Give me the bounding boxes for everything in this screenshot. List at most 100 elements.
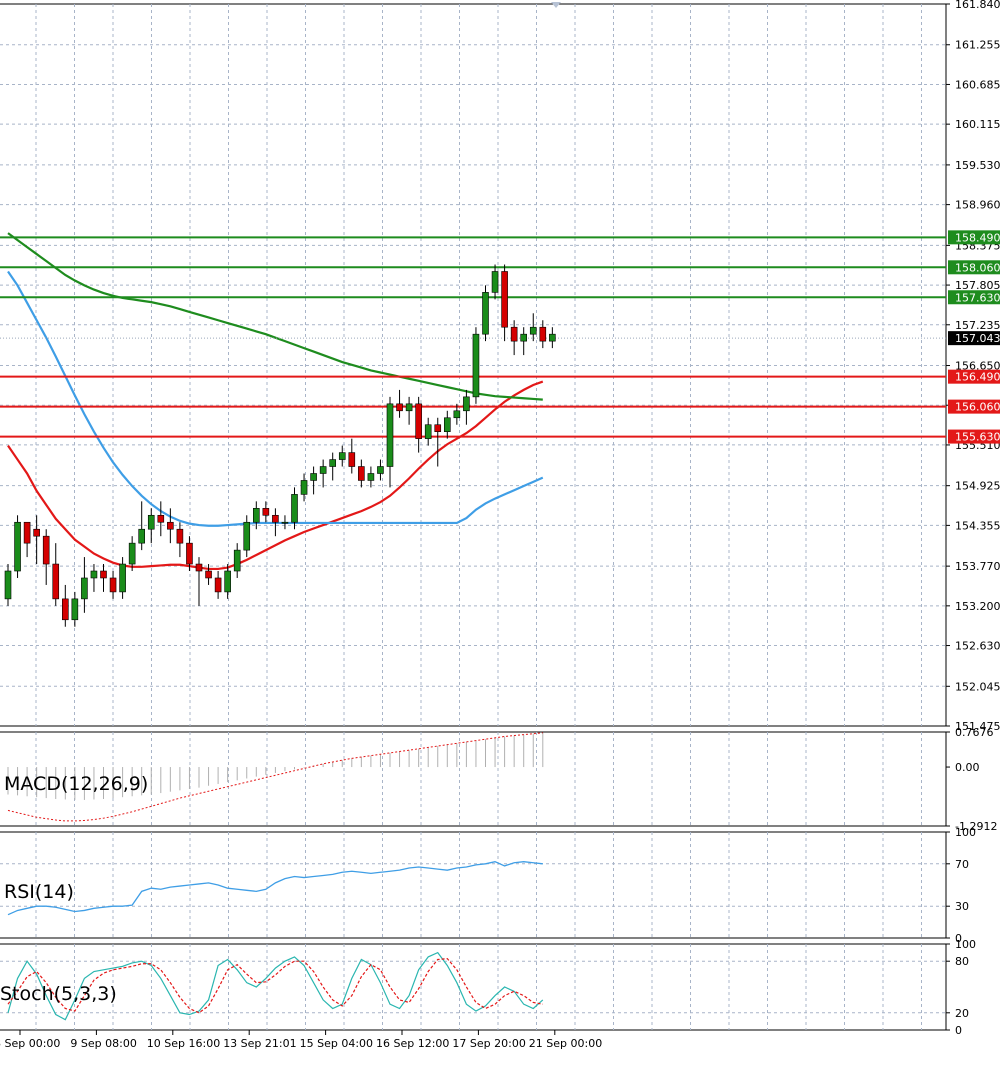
candle xyxy=(377,459,384,481)
x-tick-label: 10 Sep 16:00 xyxy=(147,1037,220,1050)
level-tag xyxy=(948,230,1000,245)
candle xyxy=(109,571,117,599)
price-tick-label: 154.925 xyxy=(955,480,1000,493)
current-price-label: 157.043 xyxy=(955,332,1000,345)
candle-body xyxy=(272,514,279,523)
candle xyxy=(4,564,12,606)
candle-body xyxy=(463,396,470,412)
candle xyxy=(100,564,107,592)
x-tick-label: 21 Sep 00:00 xyxy=(529,1037,602,1050)
candle-body xyxy=(424,424,432,439)
stoch-panel-frame xyxy=(0,943,947,1031)
candle xyxy=(147,508,155,544)
candle-body xyxy=(100,570,107,579)
candle-body xyxy=(253,508,260,523)
candle xyxy=(529,313,537,342)
price-tick-label: 156.650 xyxy=(955,360,1000,373)
candle-body xyxy=(300,480,308,495)
candle-body xyxy=(205,570,212,579)
candle-body xyxy=(147,514,155,530)
candle xyxy=(33,515,40,565)
candle xyxy=(291,487,298,530)
price-tick-label: 159.530 xyxy=(955,159,1000,172)
candle xyxy=(367,466,375,488)
macd-title: MACD(12,26,9) xyxy=(4,773,148,795)
level-tag-label: 157.630 xyxy=(955,291,1000,304)
price-tick-label: 161.840 xyxy=(955,0,1000,11)
macd-tick-label: 0.00 xyxy=(955,761,980,774)
candle xyxy=(52,543,60,606)
price-tick-label: 154.355 xyxy=(955,519,1000,532)
candle-body xyxy=(386,403,394,467)
stoch-tick-label: 100 xyxy=(955,938,976,951)
candle xyxy=(310,466,317,495)
candle xyxy=(443,410,451,439)
price-tick-label: 152.045 xyxy=(955,680,1000,693)
candle xyxy=(424,417,432,446)
level-tag-label: 158.060 xyxy=(955,261,1000,274)
candle-body xyxy=(491,271,499,293)
candle xyxy=(405,396,413,425)
candle xyxy=(167,508,174,544)
candle xyxy=(539,320,547,349)
candle-body xyxy=(291,494,298,523)
price-tick-label: 160.115 xyxy=(955,118,1000,131)
candle-body xyxy=(453,410,461,419)
candle xyxy=(243,515,251,558)
rsi-panel-frame xyxy=(0,831,947,939)
candle xyxy=(281,515,289,530)
candle-body xyxy=(539,326,547,342)
stoch-main-line xyxy=(7,951,544,1021)
macd-signal-line xyxy=(7,732,543,822)
level-tag xyxy=(948,399,1000,414)
candle-body xyxy=(434,424,442,432)
price-tick-label: 157.805 xyxy=(955,279,1000,292)
candle xyxy=(90,564,98,592)
candle xyxy=(42,529,50,585)
candle xyxy=(14,515,21,578)
candle-body xyxy=(319,466,327,474)
price-tick-label: 151.475 xyxy=(955,720,1000,733)
candle xyxy=(520,327,528,356)
candle xyxy=(510,320,518,356)
candle xyxy=(224,564,231,599)
candle-body xyxy=(71,598,79,621)
candle xyxy=(186,536,193,572)
candle xyxy=(157,501,165,537)
candle xyxy=(71,591,79,627)
candle-body xyxy=(186,542,193,565)
x-tick-label: 8 Sep 00:00 xyxy=(0,1037,60,1050)
price-plot xyxy=(0,232,946,627)
level-tag-label: 158.490 xyxy=(955,231,1000,244)
x-tick-label: 13 Sep 21:01 xyxy=(223,1037,296,1050)
candle-body xyxy=(377,466,384,474)
candle-body xyxy=(338,452,346,460)
candle xyxy=(253,501,260,530)
candle-body xyxy=(4,570,12,600)
candle xyxy=(491,264,499,300)
level-tag xyxy=(948,260,1000,275)
candle xyxy=(386,396,394,488)
candle-body xyxy=(233,549,241,572)
macd-tick-label: 0.7676 xyxy=(955,726,994,739)
candle-body xyxy=(549,333,556,342)
candle-body xyxy=(329,459,337,467)
candle xyxy=(415,396,422,453)
candle-body xyxy=(415,403,422,439)
price-tick-label: 160.685 xyxy=(955,78,1000,91)
candle xyxy=(233,543,241,578)
price-tick-label: 153.770 xyxy=(955,560,1000,573)
candle-body xyxy=(23,521,31,544)
candle xyxy=(319,459,327,488)
moving-average-sma_slow xyxy=(7,232,543,401)
candle-body xyxy=(405,403,413,412)
candle-body xyxy=(61,598,69,621)
candle-body xyxy=(262,508,270,516)
candle xyxy=(300,473,308,502)
candle-body xyxy=(33,528,40,537)
level-tag-label: 155.630 xyxy=(955,431,1000,444)
x-tick-label: 9 Sep 08:00 xyxy=(70,1037,136,1050)
candle xyxy=(195,557,203,606)
